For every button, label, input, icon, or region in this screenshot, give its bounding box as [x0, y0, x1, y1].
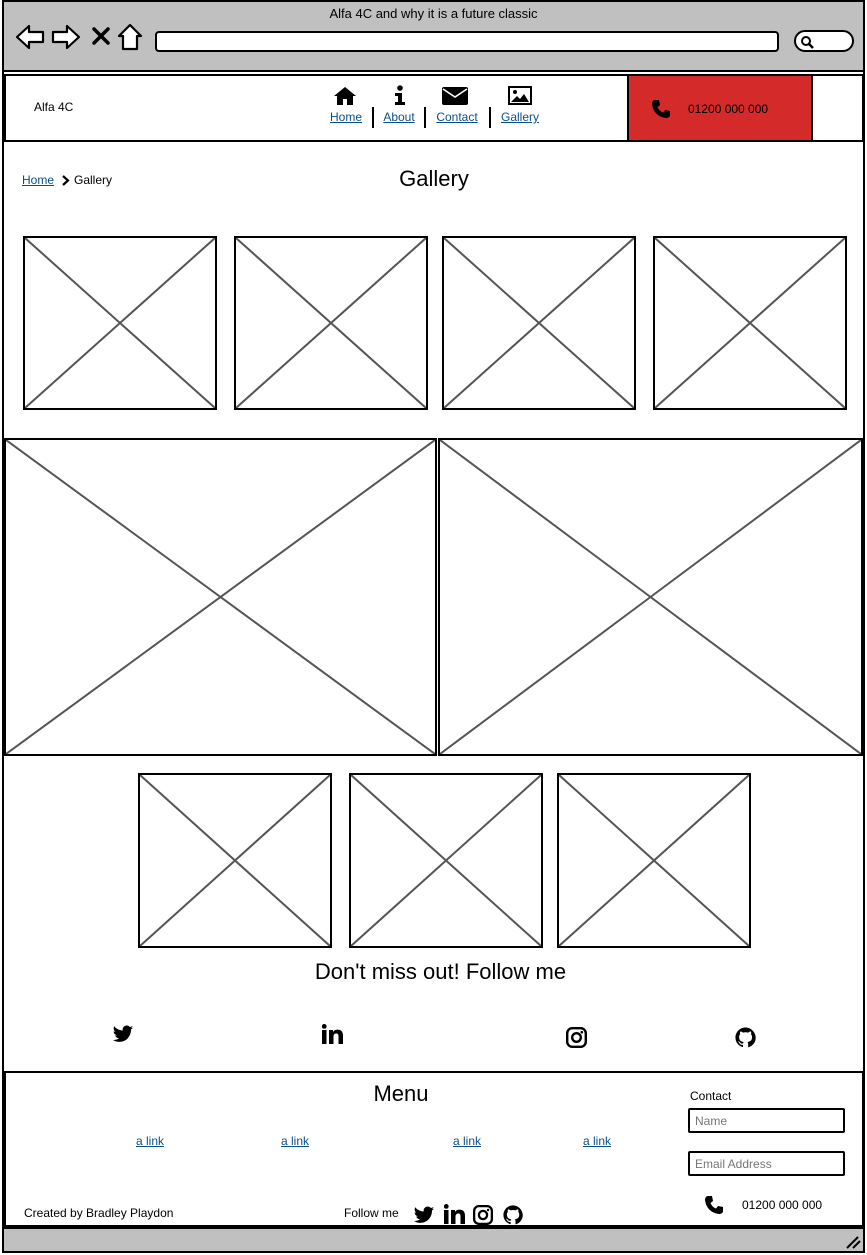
- header-phone-button[interactable]: 01200 000 000: [627, 74, 813, 142]
- envelope-icon[interactable]: [442, 86, 468, 106]
- footer-follow-label: Follow me: [344, 1206, 399, 1220]
- instagram-icon[interactable]: [566, 1027, 587, 1048]
- gallery-image-3[interactable]: [442, 236, 636, 410]
- gallery-image-9[interactable]: [557, 773, 751, 948]
- gallery-image-1[interactable]: [23, 236, 217, 410]
- github-icon[interactable]: [735, 1027, 756, 1048]
- home-icon[interactable]: [117, 23, 143, 51]
- linkedin-icon[interactable]: [322, 1024, 343, 1044]
- gallery-image-4[interactable]: [653, 236, 847, 410]
- footer-link-4[interactable]: a link: [583, 1134, 612, 1148]
- home-icon[interactable]: [333, 86, 357, 106]
- search-icon: [800, 35, 814, 49]
- window-title: Alfa 4C and why it is a future classic: [329, 6, 538, 21]
- twitter-icon[interactable]: [413, 1206, 435, 1225]
- nav-link-contact[interactable]: Contact: [436, 110, 478, 124]
- gallery-image-8[interactable]: [349, 773, 543, 948]
- site-footer: [4, 1071, 864, 1227]
- forward-icon[interactable]: [51, 24, 81, 50]
- nav-link-home[interactable]: Home: [329, 110, 362, 124]
- footer-link-1[interactable]: a link: [136, 1134, 165, 1148]
- header-phone-number: 01200 000 000: [688, 102, 769, 116]
- viewport-frame: [2, 72, 865, 1227]
- brand-logo[interactable]: Alfa 4C: [34, 100, 74, 114]
- search-box[interactable]: [794, 30, 854, 52]
- footer-link-3[interactable]: a link: [453, 1134, 482, 1148]
- image-icon[interactable]: [508, 86, 532, 105]
- footer-menu-title: Menu: [373, 1081, 429, 1106]
- email-field[interactable]: [688, 1151, 845, 1176]
- site-header: [4, 74, 864, 142]
- linkedin-icon[interactable]: [444, 1204, 465, 1224]
- instagram-icon[interactable]: [473, 1205, 493, 1225]
- close-icon[interactable]: [91, 26, 111, 46]
- phone-icon: [704, 1195, 724, 1215]
- address-bar[interactable]: [155, 31, 779, 52]
- gallery-image-2[interactable]: [234, 236, 428, 410]
- name-field[interactable]: [688, 1108, 845, 1133]
- browser-status-bar: [2, 1227, 865, 1253]
- back-icon[interactable]: [15, 24, 45, 50]
- nav-link-gallery[interactable]: Gallery: [500, 110, 539, 124]
- info-icon[interactable]: [393, 85, 407, 106]
- footer-phone-number: 01200 000 000: [742, 1198, 823, 1212]
- footer-credit: Created by Bradley Playdon: [24, 1206, 174, 1220]
- footer-contact-title: Contact: [690, 1089, 732, 1103]
- breadcrumb-current: Gallery: [74, 173, 113, 187]
- breadcrumb-home[interactable]: Home: [22, 173, 55, 187]
- footer-link-2[interactable]: a link: [281, 1134, 310, 1148]
- nav-divider: [424, 107, 426, 128]
- nav-divider: [372, 107, 374, 128]
- gallery-image-6[interactable]: [438, 438, 863, 756]
- gallery-image-5[interactable]: [4, 438, 437, 756]
- resize-grip-icon[interactable]: [845, 1235, 861, 1249]
- gallery-image-7[interactable]: [138, 773, 332, 948]
- chevron-right-icon: [62, 175, 70, 186]
- twitter-icon[interactable]: [112, 1025, 134, 1044]
- phone-icon: [651, 99, 671, 119]
- nav-link-about[interactable]: About: [383, 110, 415, 124]
- github-icon[interactable]: [503, 1205, 523, 1225]
- page-title: Gallery: [399, 166, 469, 191]
- follow-heading: Don't miss out! Follow me: [314, 959, 567, 984]
- nav-divider: [489, 107, 491, 128]
